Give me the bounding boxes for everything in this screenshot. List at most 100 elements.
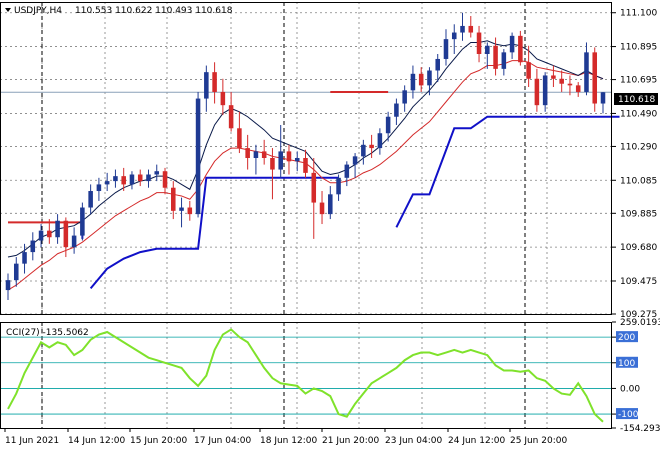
candle-body [286, 151, 292, 162]
candle-body [146, 174, 151, 182]
ohlc-values: 110.553 110.622 110.493 110.618 [75, 6, 233, 16]
candle-body [509, 35, 515, 53]
candle-body [476, 32, 482, 54]
candle-body [526, 62, 531, 79]
cci-line [7, 328, 604, 423]
candle-body [567, 83, 573, 86]
candle-body [80, 207, 85, 236]
candle-body [394, 103, 399, 117]
price-tick-label: 110.695 [620, 76, 657, 86]
candle-body [485, 45, 490, 54]
candle-body [261, 151, 267, 158]
stop-line [89, 176, 339, 290]
cci-level-label: 200 [618, 333, 635, 343]
candle-body [427, 70, 432, 86]
price-tick-label: 111.100 [620, 9, 657, 19]
cci-level-label: 100 [618, 359, 635, 369]
time-tick-label: 25 Jun 20:00 [510, 436, 567, 446]
stop-line [395, 115, 620, 228]
candle-body [55, 220, 60, 238]
candle-body [402, 90, 407, 104]
cci-label: CCI(27) -135.5062 [6, 328, 89, 338]
candle-body [369, 144, 374, 149]
price-tick-label: 109.885 [620, 209, 657, 219]
candle-body [228, 105, 234, 129]
candle-body [311, 172, 317, 203]
candle-body [319, 202, 325, 215]
candle-body [154, 171, 160, 175]
candle-body [38, 230, 44, 241]
price-tick-label: 109.680 [620, 243, 657, 253]
time-tick-label: 11 Jun 2021 [5, 436, 59, 446]
candle-body [468, 25, 474, 33]
candle-body [63, 220, 69, 248]
candle-body [278, 151, 283, 170]
candle-body [501, 52, 507, 69]
candle-body [559, 78, 564, 84]
time-tick-label: 23 Jun 04:00 [385, 436, 442, 446]
candle-body [518, 35, 523, 63]
candle-body [96, 184, 102, 192]
candle-body [534, 78, 540, 106]
candle-body [542, 75, 548, 106]
cci-level-box [616, 356, 638, 368]
candle-body [104, 181, 110, 185]
candle-body [88, 191, 93, 208]
candle-body [162, 171, 168, 188]
collapse-triangle-icon[interactable] [5, 8, 11, 12]
candle-body [237, 128, 242, 149]
candle-body [551, 75, 556, 79]
candle-body [220, 91, 226, 106]
candle-body [410, 73, 416, 91]
candle-body [460, 25, 465, 33]
candle-body [47, 230, 52, 238]
candle-body [270, 158, 275, 170]
candle-body [30, 240, 36, 253]
candle-body [113, 176, 118, 182]
candle-body [129, 174, 135, 185]
candle-body [71, 235, 77, 248]
time-tick-label: 21 Jun 20:00 [322, 436, 379, 446]
candle-body [212, 72, 217, 92]
candle-body [435, 58, 440, 71]
price-plot [5, 12, 620, 300]
time-tick-label: 14 Jun 12:00 [68, 436, 125, 446]
candle-body [22, 252, 27, 264]
candle-body [443, 39, 449, 59]
candle-body [336, 177, 341, 195]
candle-body [344, 164, 350, 178]
time-tick-label: 17 Jun 04:00 [194, 436, 251, 446]
price-tick-label: 110.290 [620, 142, 657, 152]
symbol-label: USDJPY,H4 [14, 6, 62, 16]
candle-body [584, 52, 589, 92]
price-tick-label: 109.475 [620, 277, 657, 287]
price-tick-label: 110.490 [620, 109, 657, 119]
candle-body [13, 263, 19, 281]
candle-body [253, 151, 259, 158]
grid [0, 2, 612, 428]
price-tick-label: 110.085 [620, 176, 657, 186]
candle-body [179, 207, 184, 211]
candle-body [294, 158, 300, 162]
cci-level-box [616, 331, 638, 343]
candle-body [204, 72, 209, 99]
cci-tick-label: -154.2932 [620, 424, 660, 434]
time-tick-label: 15 Jun 20:00 [130, 436, 187, 446]
price-plot-frame [0, 2, 612, 315]
time-tick-label: 18 Jun 12:00 [260, 436, 317, 446]
candle-body [171, 187, 176, 211]
candle-body [5, 280, 11, 291]
cci-level-box [616, 408, 638, 420]
cci-tick-label: 0.00 [620, 384, 640, 394]
candle-body [195, 98, 201, 215]
candle-body [137, 174, 143, 182]
candle-body [575, 85, 581, 92]
time-tick-label: 24 Jun 12:00 [448, 436, 505, 446]
candle-body [328, 194, 333, 215]
candle-body [121, 176, 126, 185]
candle-body [385, 116, 391, 134]
candle-body [418, 73, 424, 86]
cci-plot [0, 328, 612, 423]
